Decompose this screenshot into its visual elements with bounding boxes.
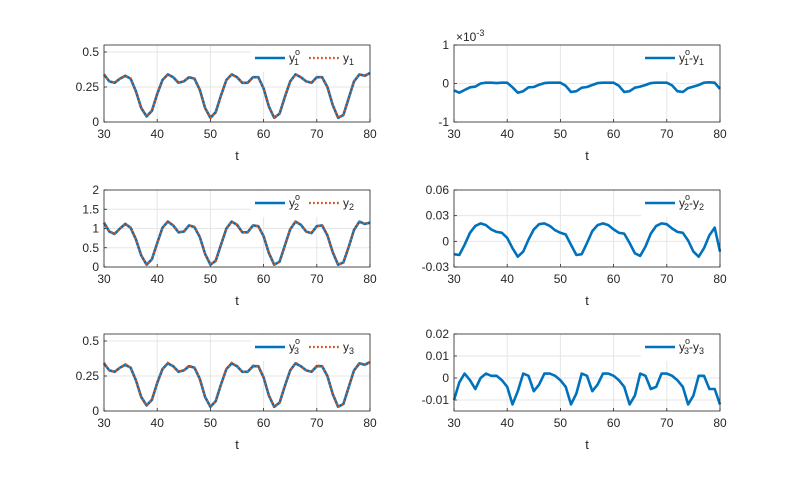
y-tick-label: 0 [442,77,449,91]
x-tick-label: 70 [660,272,674,286]
legend-label-y3: y3​ [343,340,354,356]
series-line-y1 [103,72,371,119]
axes-frame [103,189,371,268]
series-line-e3 [452,372,722,406]
y-tick-label: 0.5 [82,241,99,255]
panel-e2: 30 40 50 60 70 80 -0.03 0 0.03 0.06 t yo2​-y2 [422,183,727,308]
y-tick-label: 0.25 [76,369,100,383]
y-tick-label: 0 [442,234,449,248]
x-tick-label: 40 [151,416,165,430]
y-tick-label: -0.03 [422,260,450,274]
x-tick-label: 80 [713,127,727,141]
panel-y1: 30 40 50 60 70 80 0 0.25 0.5 t yo1​ y1​ [76,44,377,163]
y-tick-label: -1 [438,115,449,129]
x-axis-label: t [585,148,589,163]
x-tick-label: 60 [257,416,271,430]
y-tick-label: 0 [92,404,99,418]
x-tick-label: 30 [447,416,461,430]
x-tick-label: 50 [204,416,218,430]
x-tick-label: 60 [257,127,271,141]
x-axis-label: t [235,437,239,452]
x-tick-label: 80 [363,416,377,430]
x-tick-label: 40 [501,272,515,286]
x-tick-label: 70 [660,127,674,141]
x-tick-label: 50 [204,127,218,141]
y-tick-label: 1 [442,38,449,52]
x-axis-label: t [585,293,589,308]
x-tick-label: 40 [151,127,165,141]
axes-frame [453,189,721,268]
y-exponent-label: ×10-3 [456,28,484,44]
legend-label-y1: y1​ [343,51,354,67]
series-line-e1 [453,81,721,94]
legend-label-e2: yo2​-y2 [679,192,704,212]
x-tick-label: 30 [447,272,461,286]
legend-label-y2o: yo2​ [289,192,300,212]
series-line-e2 [453,222,722,258]
series-line-y2 [103,220,371,266]
x-tick-label: 30 [97,416,111,430]
y-tick-label: 0.02 [426,327,450,341]
x-tick-label: 50 [554,272,568,286]
legend: yo2​ y2​ [251,191,369,217]
x-tick-label: 80 [363,272,377,286]
x-tick-label: 60 [257,272,271,286]
legend-label-e3: yo3​-y3 [679,336,704,356]
x-tick-label: 50 [204,272,218,286]
y-tick-label: 0.01 [426,349,450,363]
x-tick-label: 70 [310,127,324,141]
legend: yo3​ y3​ [251,335,369,361]
x-tick-label: 40 [501,127,515,141]
x-axis-label: t [235,293,239,308]
y-tick-label: 0.5 [82,334,99,348]
y-tick-label: 1 [92,222,99,236]
x-tick-label: 70 [310,272,324,286]
y-tick-label: 0 [92,260,99,274]
legend-label-y1o: yo1​ [289,47,300,67]
y-tick-label: 0 [442,371,449,385]
x-tick-label: 50 [554,416,568,430]
panel-y2: 30 40 50 60 70 80 0 0.5 1 1.5 2 t yo2​ y2​ [82,183,377,308]
legend: yo3​-y3 [641,335,719,361]
axes-frame [103,333,371,412]
x-tick-label: 70 [310,416,324,430]
y-tick-label: 0.25 [76,80,100,94]
x-tick-label: 40 [501,416,515,430]
legend: yo2​-y2 [641,191,719,217]
y-tick-label: 0.5 [82,45,99,59]
x-tick-label: 60 [607,272,621,286]
panel-y3: 30 40 50 60 70 80 0 0.25 0.5 t yo3​ y3​ [76,333,377,452]
x-tick-label: 80 [713,416,727,430]
legend: yo1​-y1 [641,46,719,72]
y-tick-label: 2 [92,183,99,197]
y-tick-label: 0.03 [426,209,450,223]
legend-label-y2: y2​ [343,196,354,212]
x-tick-label: 60 [607,127,621,141]
y-tick-label: 0 [92,115,99,129]
series-line-y3o [102,360,371,409]
x-axis-label: t [235,148,239,163]
panel-e3: 30 40 50 60 70 80 -0.01 0 0.01 0.02 t yo3​-y3 [422,327,727,452]
legend-label-y3o: yo3​ [289,336,300,356]
y-tick-label: -0.01 [422,393,450,407]
x-tick-label: 30 [97,127,111,141]
x-tick-label: 30 [97,272,111,286]
x-tick-label: 40 [151,272,165,286]
axes-frame [453,44,721,123]
panel-e1: 30 40 50 60 70 80 -1 0 1 ×10-3 t yo1​-y1 [438,28,727,163]
x-tick-label: 50 [554,127,568,141]
x-tick-label: 80 [363,127,377,141]
axes-frame [453,333,721,412]
legend-label-e1: yo1​-y1 [679,47,704,67]
x-axis-label: t [585,437,589,452]
legend: yo1​ y1​ [251,46,369,72]
axes-frame [103,44,371,123]
x-tick-label: 60 [607,416,621,430]
x-tick-label: 30 [447,127,461,141]
y-tick-label: 0.06 [426,183,450,197]
x-tick-label: 70 [660,416,674,430]
x-tick-label: 80 [713,272,727,286]
y-tick-label: 1.5 [82,202,99,216]
